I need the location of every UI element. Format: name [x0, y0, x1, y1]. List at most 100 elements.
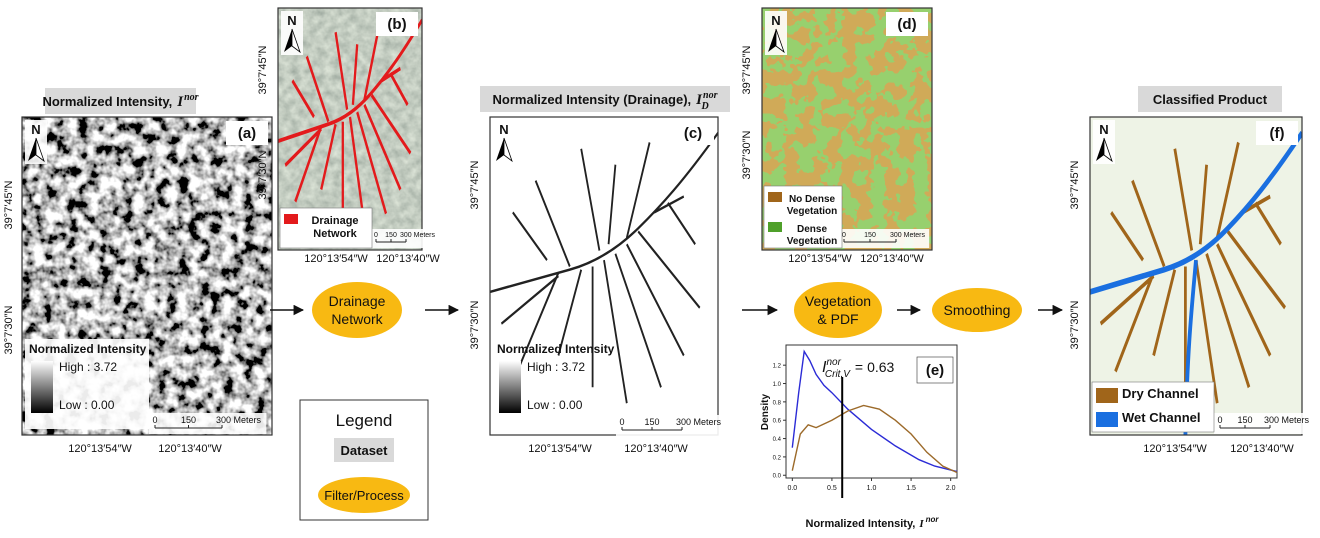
longitude-label: 120°13′54″W: [788, 253, 852, 265]
process-text: Network: [331, 311, 383, 327]
latitude-label: 39°7′30″N: [1069, 301, 1081, 350]
legend-swatch: [1096, 388, 1118, 403]
x-tick-label: 2.0: [946, 485, 956, 492]
x-tick-label: 0.0: [787, 485, 797, 492]
legend-low: Low : 0.00: [59, 398, 115, 412]
process-text: & PDF: [817, 311, 858, 327]
legend-swatch: [1096, 412, 1118, 427]
x-tick-label: 1.0: [867, 485, 877, 492]
panel-label: (a): [238, 125, 256, 142]
north-label: N: [1099, 122, 1108, 137]
latitude-label: 39°7′45″N: [469, 161, 481, 210]
figure: Normalized Intensity,InorN(a)39°7′45″N39…: [0, 0, 1320, 538]
latitude-label: 39°7′45″N: [3, 181, 15, 230]
header: Classified Product: [1153, 92, 1268, 107]
y-tick-label: 0.0: [773, 474, 782, 480]
annotation-sub: Crit,V: [825, 369, 851, 380]
header-symbol: I: [176, 94, 184, 110]
header-text: Classified Product: [1153, 92, 1268, 107]
legend-text: Wet Channel: [1122, 410, 1201, 425]
scale-label: 150: [864, 232, 876, 239]
scale-label: 0: [842, 232, 846, 239]
latitude-label: 39°7′30″N: [469, 301, 481, 350]
longitude-label: 120°13′54″W: [1143, 443, 1207, 455]
scale-label: 300 Meters: [890, 232, 926, 239]
legend-low: Low : 0.00: [527, 398, 583, 412]
scale-label: 150: [385, 232, 397, 239]
x-tick-label: 0.5: [827, 485, 837, 492]
panel-label: (b): [387, 16, 406, 33]
north-label: N: [499, 122, 508, 137]
header-sub: D: [700, 101, 708, 112]
legend-swatch: [768, 222, 782, 232]
y-tick-label: 0.2: [773, 455, 782, 461]
y-tick-label: 0.8: [773, 400, 782, 406]
y-tick-label: 1.0: [773, 382, 782, 388]
process-step: [312, 282, 402, 338]
scale-label: 300 Meters: [400, 232, 436, 239]
scale-label: 0: [152, 415, 157, 425]
longitude-label: 120°13′40″W: [158, 443, 222, 455]
y-tick-label: 1.2: [773, 364, 782, 370]
legend-swatch: [284, 214, 298, 224]
panel-label: (f): [1270, 125, 1285, 142]
longitude-label: 120°13′54″W: [528, 443, 592, 455]
legend-swatch: [768, 192, 782, 202]
north-label: N: [31, 122, 40, 137]
scale-label: 0: [374, 232, 378, 239]
legend-text: Dense: [797, 224, 827, 235]
legend-text: No Dense: [789, 194, 836, 205]
key-process: Filter/Process: [324, 488, 404, 503]
longitude-label: 120°13′40″W: [1230, 443, 1294, 455]
legend-text: Vegetation: [787, 206, 838, 217]
longitude-label: 120°13′40″W: [860, 253, 924, 265]
key-title: Legend: [336, 411, 393, 430]
x-axis-label-symbol: I: [918, 518, 924, 530]
legend-gradient: [31, 361, 53, 413]
scale-label: 0: [619, 417, 624, 427]
legend-gradient: [499, 361, 521, 413]
longitude-label: 120°13′40″W: [624, 443, 688, 455]
latitude-label: 39°7′30″N: [257, 151, 269, 200]
x-axis-label-text: Normalized Intensity,: [806, 518, 916, 530]
process-text: Smoothing: [944, 302, 1011, 318]
latitude-label: 39°7′45″N: [257, 46, 269, 95]
annotation-equals: =: [855, 359, 863, 375]
legend-text: Drainage: [311, 215, 358, 227]
x-tick-label: 1.5: [906, 485, 916, 492]
y-axis-label: Density: [760, 394, 771, 431]
annotation-sup: nor: [826, 357, 841, 368]
legend-high: High : 3.72: [59, 360, 117, 374]
process-text: Drainage: [329, 293, 386, 309]
scale-label: 300 Meters: [676, 417, 722, 427]
latitude-label: 39°7′45″N: [741, 46, 753, 95]
scale-label: 150: [1237, 415, 1252, 425]
panel-label: (d): [897, 16, 916, 33]
x-axis-label-sup: nor: [926, 515, 940, 524]
annotation-value: 0.63: [867, 359, 894, 375]
header-text: Normalized Intensity (Drainage),: [493, 92, 692, 107]
header-text: Normalized Intensity,: [42, 94, 172, 109]
legend-text: Network: [313, 228, 357, 240]
scale-label: 300 Meters: [1264, 415, 1310, 425]
process-step: [794, 282, 882, 338]
scale-label: 150: [181, 415, 196, 425]
y-tick-label: 0.4: [773, 437, 782, 443]
longitude-label: 120°13′40″W: [376, 253, 440, 265]
scale-label: 150: [644, 417, 659, 427]
scale-label: 0: [1217, 415, 1222, 425]
legend-text: Vegetation: [787, 236, 838, 247]
latitude-label: 39°7′30″N: [3, 306, 15, 355]
longitude-label: 120°13′54″W: [68, 443, 132, 455]
panel-label: (e): [926, 362, 944, 379]
latitude-label: 39°7′45″N: [1069, 161, 1081, 210]
header-sup: nor: [184, 92, 199, 103]
panel-label: (c): [684, 125, 702, 142]
legend-text: Dry Channel: [1122, 386, 1199, 401]
longitude-label: 120°13′54″W: [304, 253, 368, 265]
latitude-label: 39°7′30″N: [741, 131, 753, 180]
key-dataset: Dataset: [341, 443, 389, 458]
map-background: [490, 117, 718, 435]
legend-title: Normalized Intensity: [29, 342, 147, 356]
